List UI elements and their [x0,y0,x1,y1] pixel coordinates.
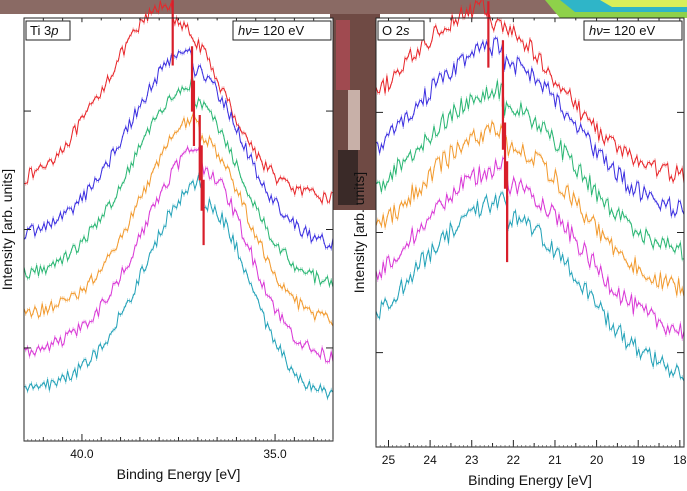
spectrum-line [23,79,334,288]
spectrum-line [23,47,334,250]
spectrum-line [375,156,685,339]
x-tick-label: 21 [548,453,562,467]
spectrum-line [375,37,685,218]
x-tick-label: 23 [465,453,479,467]
x-axis-label: Binding Energy [eV] [468,472,592,488]
chart-ti3p: 40.0 35.0 Ti 3p hν= 120 eV Binding Energy… [0,0,334,482]
y-axis-label: Intensity [arb. units] [0,169,15,290]
chart-background [24,18,333,441]
chart-o2s: 25 24 23 22 21 20 19 18 O 2s hν= 120 eV Binding… [351,0,687,488]
x-axis-ticks: 40.0 35.0 [23,18,334,461]
chart-title: Ti 3p [30,23,58,38]
photo-detail [338,150,358,205]
photon-energy-annotation: hν= 120 eV [232,20,332,41]
spectrum-line [375,120,685,297]
y-axis-ticks [376,111,684,354]
chart-title-box: O 2s [377,20,425,41]
spectrum-line [23,112,334,327]
accent-shape [600,0,687,7]
photon-energy-annotation: hν= 120 eV [583,20,683,41]
spectrum-line [375,192,685,382]
photo-detail [348,90,360,150]
x-tick-label: 40.0 [70,447,94,461]
spectrum-line [23,174,334,400]
x-tick-label: 20 [590,453,604,467]
photon-energy-label: hν= 120 eV [238,23,304,38]
photo-detail [336,20,350,90]
x-tick-label: 35.0 [263,447,287,461]
x-axis-label: Binding Energy [eV] [117,466,241,482]
x-tick-label: 18 [673,453,687,467]
x-tick-label: 22 [507,453,521,467]
y-axis-label: Intensity [arb. units] [351,172,367,293]
y-axis-ticks [24,110,333,349]
spectrum-line [375,0,685,184]
peak-marker-group [171,0,205,246]
x-tick-label: 24 [423,453,437,467]
spectrum-line [23,0,334,205]
spectrum-line [375,80,685,260]
peak-marker-group [487,1,509,263]
chart-title-box: Ti 3p [25,20,71,41]
spectrum-line [23,144,334,363]
photon-energy-label: hν= 120 eV [589,23,655,38]
x-tick-label: 19 [632,453,646,467]
x-tick-label: 25 [382,453,396,467]
chart-title: O 2s [382,23,410,38]
